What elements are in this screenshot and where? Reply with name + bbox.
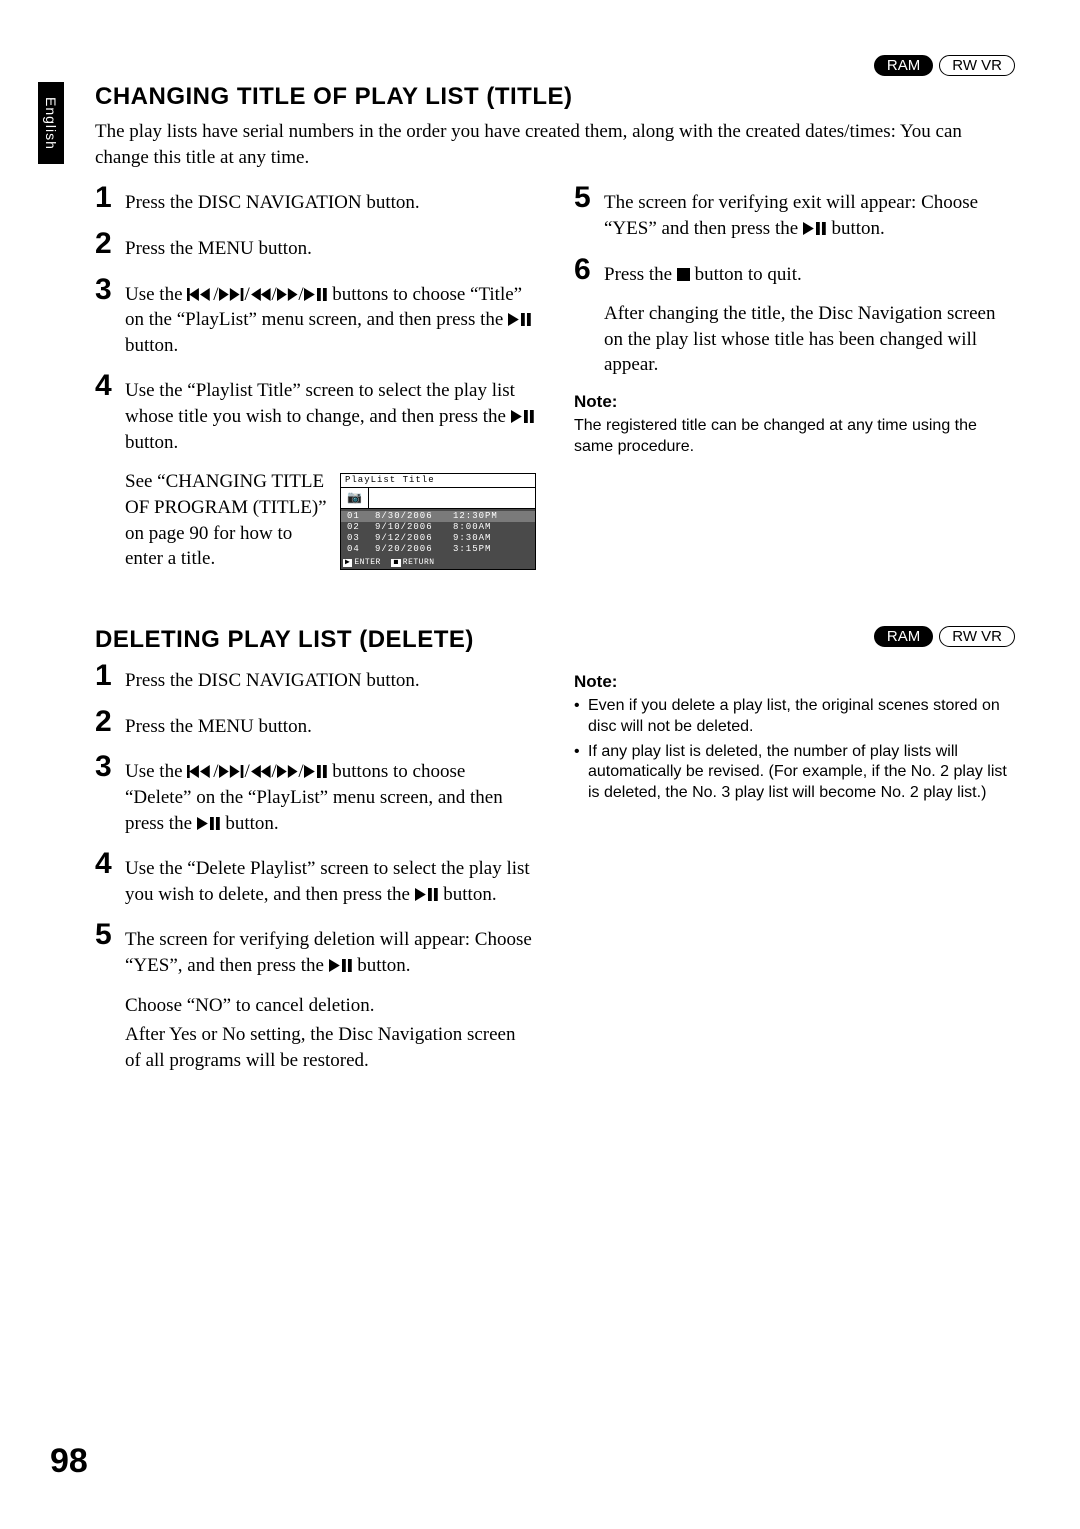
play-pause-icon bbox=[197, 817, 221, 830]
play-pause-icon bbox=[304, 288, 328, 301]
screenshot-row: 039/12/20069:30AM bbox=[341, 533, 535, 544]
format-badges-mid: RAM RW VR bbox=[874, 626, 1015, 647]
playlist-title-screenshot: PlayList Title 📷 018/30/200612:30PM029/1… bbox=[340, 473, 536, 570]
step-text: Use the //// buttons to choose “Delete” … bbox=[125, 753, 536, 836]
rewind-icon bbox=[250, 765, 272, 778]
step-text: The screen for verifying exit will appea… bbox=[604, 184, 1015, 241]
s2-step5: 5 The screen for verifying deletion will… bbox=[95, 921, 536, 978]
s1-after-text: After changing the title, the Disc Navig… bbox=[604, 301, 1015, 378]
prev-track-icon bbox=[187, 288, 213, 301]
note-list: Even if you delete a play list, the orig… bbox=[574, 696, 1015, 804]
camera-icon: 📷 bbox=[341, 488, 369, 508]
step-number: 1 bbox=[95, 184, 117, 211]
s2-step2: 2 Press the MENU button. bbox=[95, 708, 536, 740]
badge-ram: RAM bbox=[874, 626, 933, 647]
s2-step3: 3 Use the //// buttons to choose “Delete… bbox=[95, 753, 536, 836]
note-heading: Note: bbox=[574, 672, 1015, 692]
screenshot-footer: ▶ENTER ◼RETURN bbox=[341, 557, 535, 569]
s2-step4: 4 Use the “Delete Playlist” screen to se… bbox=[95, 850, 536, 907]
s1-step3: 3 Use the //// buttons to choose “Title”… bbox=[95, 276, 536, 359]
stop-icon bbox=[677, 268, 690, 281]
language-tab: English bbox=[38, 82, 64, 164]
step-number: 2 bbox=[95, 230, 117, 257]
step-text: Press the DISC NAVIGATION button. bbox=[125, 662, 536, 694]
step-text: Press the DISC NAVIGATION button. bbox=[125, 184, 536, 216]
badge-rwvr: RW VR bbox=[939, 626, 1015, 647]
s2-choose-no: Choose “NO” to cancel deletion. bbox=[125, 993, 536, 1019]
s1-reference: See “CHANGING TITLE OF PROGRAM (TITLE)” … bbox=[125, 469, 328, 572]
step-number: 4 bbox=[95, 850, 117, 877]
step-number: 5 bbox=[95, 921, 117, 948]
play-pause-icon bbox=[508, 313, 532, 326]
step-text: Use the “Playlist Title” screen to selec… bbox=[125, 372, 536, 455]
next-track-icon bbox=[219, 288, 245, 301]
play-pause-icon bbox=[511, 410, 535, 423]
rewind-icon bbox=[250, 288, 272, 301]
section1-intro: The play lists have serial numbers in th… bbox=[95, 119, 1015, 170]
step-text: Press the MENU button. bbox=[125, 708, 536, 740]
step-number: 3 bbox=[95, 753, 117, 780]
s1-step6: 6 Press the button to quit. bbox=[574, 256, 1015, 288]
badge-ram: RAM bbox=[874, 55, 933, 76]
s1-step1: 1 Press the DISC NAVIGATION button. bbox=[95, 184, 536, 216]
note-bullet: Even if you delete a play list, the orig… bbox=[574, 696, 1015, 738]
note-bullet: If any play list is deleted, the number … bbox=[574, 742, 1015, 804]
fast-forward-icon bbox=[277, 288, 299, 301]
format-badges-top: RAM RW VR bbox=[874, 55, 1015, 76]
screenshot-row: 049/20/20063:15PM bbox=[341, 544, 535, 555]
step-number: 2 bbox=[95, 708, 117, 735]
step-text: Press the button to quit. bbox=[604, 256, 1015, 288]
note-heading: Note: bbox=[574, 392, 1015, 412]
note-text: The registered title can be changed at a… bbox=[574, 416, 1015, 458]
s2-step1: 1 Press the DISC NAVIGATION button. bbox=[95, 662, 536, 694]
step-number: 1 bbox=[95, 662, 117, 689]
fast-forward-icon bbox=[277, 765, 299, 778]
play-pause-icon bbox=[803, 222, 827, 235]
page-number: 98 bbox=[50, 1442, 88, 1481]
step-text: Use the “Delete Playlist” screen to sele… bbox=[125, 850, 536, 907]
screenshot-title: PlayList Title bbox=[341, 474, 535, 488]
s1-step5: 5 The screen for verifying exit will app… bbox=[574, 184, 1015, 241]
badge-rwvr: RW VR bbox=[939, 55, 1015, 76]
next-track-icon bbox=[219, 765, 245, 778]
s1-step2: 2 Press the MENU button. bbox=[95, 230, 536, 262]
s1-step4: 4 Use the “Playlist Title” screen to sel… bbox=[95, 372, 536, 455]
play-pause-icon bbox=[415, 888, 439, 901]
step-text: The screen for verifying deletion will a… bbox=[125, 921, 536, 978]
play-pause-icon bbox=[329, 959, 353, 972]
screenshot-row: 029/10/20068:00AM bbox=[341, 522, 535, 533]
step-number: 5 bbox=[574, 184, 596, 211]
step-text: Use the //// buttons to choose “Title” o… bbox=[125, 276, 536, 359]
step-number: 4 bbox=[95, 372, 117, 399]
section1-heading: CHANGING TITLE OF PLAY LIST (TITLE) bbox=[95, 83, 1015, 111]
play-pause-icon bbox=[304, 765, 328, 778]
step-text: Press the MENU button. bbox=[125, 230, 536, 262]
s2-after-text: After Yes or No setting, the Disc Naviga… bbox=[125, 1022, 536, 1073]
screenshot-row: 018/30/200612:30PM bbox=[341, 511, 535, 522]
step-number: 6 bbox=[574, 256, 596, 283]
step-number: 3 bbox=[95, 276, 117, 303]
prev-track-icon bbox=[187, 765, 213, 778]
